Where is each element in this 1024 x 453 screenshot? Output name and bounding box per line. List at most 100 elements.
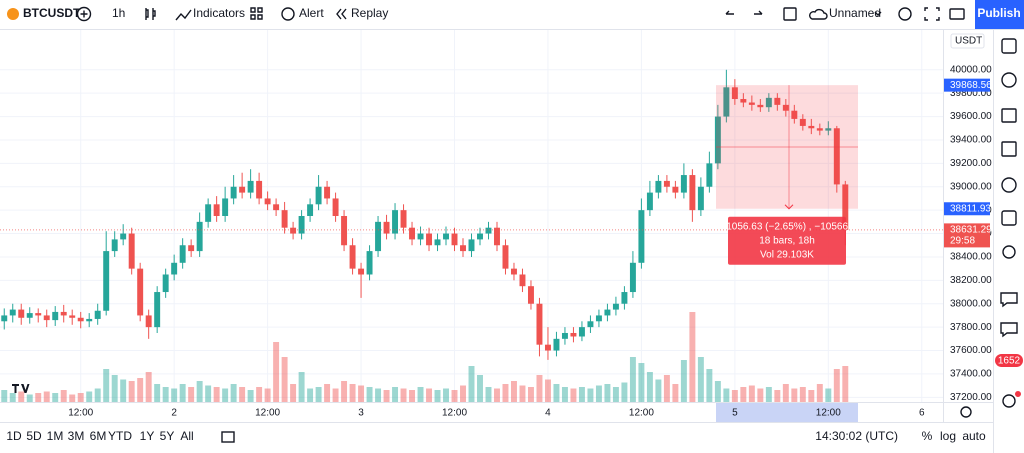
volume-bar (60, 390, 67, 402)
candle-body (443, 233, 449, 240)
candle-body (706, 163, 713, 187)
range-button[interactable]: All (180, 429, 193, 443)
candle-body (731, 87, 738, 100)
volume-bar (553, 384, 560, 402)
y-tick-label: 39600.00 (950, 111, 992, 122)
range-button[interactable]: 1Y (140, 429, 155, 443)
hotlist-icon[interactable] (1001, 177, 1017, 193)
candle-body (621, 292, 628, 304)
range-button[interactable]: 5Y (160, 429, 175, 443)
range-button[interactable]: YTD (108, 429, 132, 443)
volume-bar (604, 384, 611, 402)
candle-body (502, 245, 509, 269)
layout-caret[interactable] (874, 11, 882, 16)
volume-bar (196, 381, 203, 402)
volume-bar (1, 390, 8, 402)
symbol[interactable]: BTCUSDT (23, 6, 81, 20)
candle-body (26, 313, 33, 318)
publish-button[interactable] (975, 0, 1024, 29)
ideas-icon[interactable] (1002, 245, 1016, 259)
candle-body (680, 175, 687, 193)
data-window-icon[interactable] (1001, 141, 1017, 157)
axis-settings-icon[interactable] (960, 406, 972, 418)
snapshot-icon[interactable] (949, 8, 965, 20)
y-tick-label: 37400.00 (950, 369, 992, 380)
chats-icon[interactable] (1000, 322, 1018, 338)
chart-type-icon[interactable] (145, 8, 156, 20)
volume-bar (502, 384, 509, 402)
candle-body (714, 116, 721, 164)
candle-body (383, 221, 390, 234)
y-tick-label: 37600.00 (950, 345, 992, 356)
volume-bar (315, 387, 322, 402)
streams-icon[interactable] (1002, 394, 1016, 408)
range-button[interactable]: 3M (68, 429, 85, 443)
volume-bar (570, 388, 577, 402)
candle-body (179, 245, 186, 263)
y-tick-label: 39000.00 (950, 181, 992, 192)
candle-body (69, 315, 76, 318)
candle-body (264, 198, 271, 205)
news-icon[interactable] (1001, 108, 1017, 123)
candle-body (765, 97, 772, 108)
date-range-icon[interactable] (221, 431, 235, 443)
live-dot (1015, 391, 1021, 397)
interval[interactable]: 1h (112, 6, 125, 20)
volume-bar (527, 387, 534, 402)
volume-bar (205, 385, 212, 402)
volume-bar (154, 384, 161, 402)
volume-bar (782, 384, 789, 402)
chat-icon[interactable] (1000, 292, 1018, 308)
candle-body (213, 204, 220, 216)
volume-bar (290, 384, 297, 402)
top-toolbar: BTCUSDT 1h Indicators Alert Replay Unnam… (0, 0, 1024, 30)
range-button[interactable]: 1M (47, 429, 64, 443)
volume-bar (77, 393, 84, 402)
volume-bar (646, 372, 653, 402)
log-toggle[interactable]: log (940, 429, 956, 443)
candle-body (544, 344, 551, 351)
expand-icon[interactable] (924, 7, 940, 21)
volume-bar (468, 366, 475, 402)
auto-toggle[interactable]: auto (962, 429, 986, 443)
candle-body (757, 104, 764, 108)
calendar-icon[interactable] (1001, 210, 1017, 226)
indicators[interactable]: Indicators (193, 6, 245, 20)
volume-bar (663, 375, 670, 402)
layout-name[interactable]: Unnamed (829, 6, 881, 20)
compare-icon[interactable] (76, 6, 92, 22)
currency-button[interactable] (950, 33, 985, 49)
fullscreen-select-icon[interactable] (783, 7, 797, 21)
price-tag (944, 223, 990, 248)
percent-toggle[interactable]: % (922, 429, 933, 443)
redo-icon[interactable] (754, 10, 763, 15)
x-tick-label: 2 (171, 408, 177, 419)
candle-body (154, 292, 161, 328)
settings-icon[interactable] (898, 7, 912, 21)
candle-body (94, 310, 101, 319)
watchlist-icon[interactable] (1001, 38, 1017, 54)
volume-bar (230, 384, 237, 402)
range-button[interactable]: 6M (90, 429, 107, 443)
candle-body (723, 87, 730, 117)
alert[interactable]: Alert (299, 6, 324, 20)
volume-bar (298, 372, 305, 402)
candle-body (494, 227, 500, 246)
y-tick-label: 38400.00 (950, 252, 992, 263)
candle-body (570, 332, 577, 337)
candle-body (553, 338, 560, 351)
volume-bar (791, 388, 798, 402)
undo-icon[interactable] (725, 10, 734, 15)
volume-bar (757, 388, 764, 402)
alerts-icon[interactable] (1001, 72, 1017, 88)
candle-body (35, 313, 42, 316)
range-button[interactable]: 1D (6, 429, 22, 443)
replay[interactable]: Replay (351, 6, 388, 20)
volume-bar (281, 357, 288, 402)
volume-bar (86, 391, 93, 402)
candle-body (52, 311, 59, 321)
range-button[interactable]: 5D (26, 429, 42, 443)
templates-icon[interactable] (250, 7, 263, 20)
alert-icon (281, 7, 295, 21)
volume-bar (655, 379, 662, 402)
